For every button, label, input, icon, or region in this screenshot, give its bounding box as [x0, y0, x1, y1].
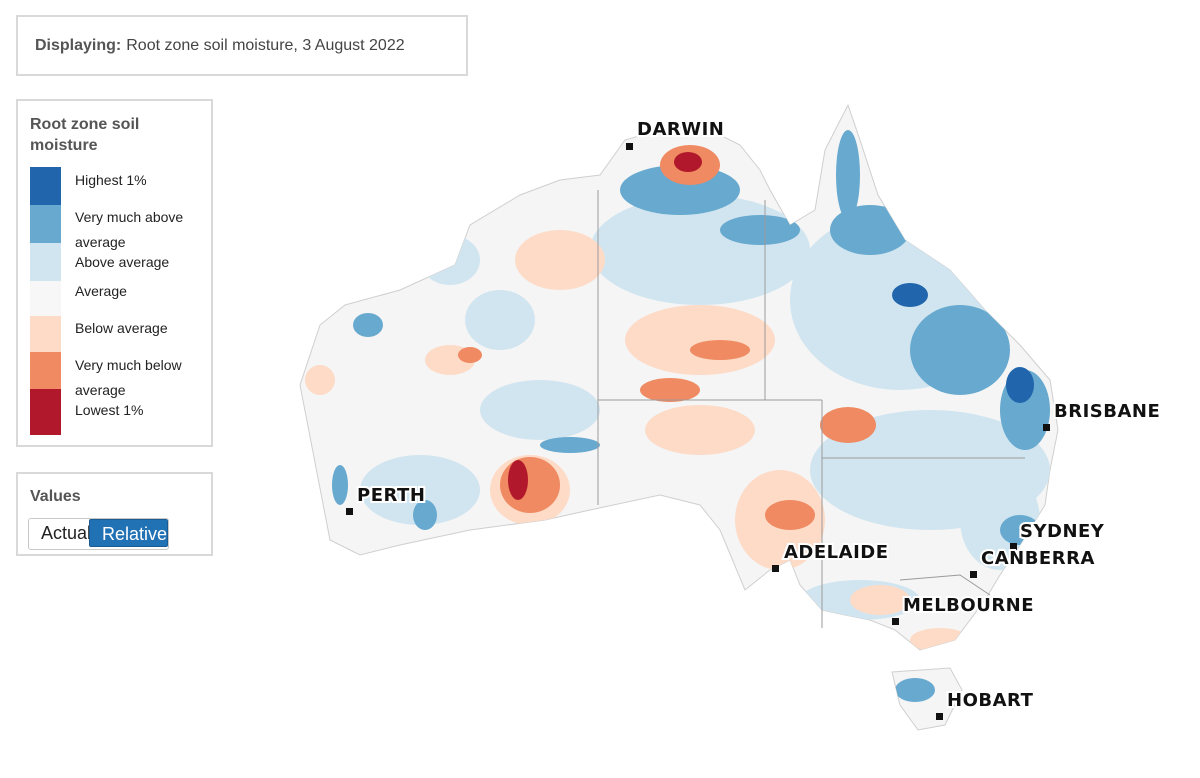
legend-title: Root zone soil moisture [30, 116, 140, 154]
city-marker-darwin [626, 143, 633, 150]
legend-swatch-below [30, 316, 61, 352]
legend-swatch-lowest [30, 389, 61, 435]
city-marker-hobart [936, 713, 943, 720]
values-title: Values [30, 488, 81, 505]
legend-swatch-very-much-above [30, 205, 61, 243]
state-borders [597, 190, 1025, 628]
legend-swatch-above [30, 243, 61, 281]
city-label-brisbane: BRISBANE [1054, 401, 1160, 422]
legend-swatch-average [30, 281, 61, 316]
city-label-melbourne: MELBOURNE [903, 595, 1034, 616]
city-label-perth: PERTH [357, 485, 425, 506]
city-label-canberra: CANBERRA [981, 548, 1095, 569]
legend-label-above: Above average [75, 254, 170, 270]
actual-button[interactable]: Actual [29, 519, 91, 547]
city-label-hobart: HOBART [947, 690, 1034, 711]
displaying-panel: Displaying: Root zone soil moisture, 3 A… [16, 15, 468, 76]
city-label-sydney: SYDNEY [1020, 521, 1105, 542]
city-marker-melbourne [892, 618, 899, 625]
values-panel: Values Actual Relative [16, 472, 213, 556]
legend-label-very-much-below: Very much below average [75, 357, 182, 398]
values-toggle: Actual Relative [28, 518, 169, 550]
city-marker-perth [346, 508, 353, 515]
city-label-darwin: DARWIN [637, 119, 724, 140]
city-marker-adelaide [772, 565, 779, 572]
city-markers [346, 143, 1050, 720]
relative-button[interactable]: Relative [89, 519, 168, 547]
legend-label-average: Average [75, 283, 127, 299]
city-marker-canberra [970, 571, 977, 578]
city-marker-brisbane [1043, 424, 1050, 431]
displaying-label: Displaying: [35, 36, 122, 54]
legend-label-very-much-above: Very much above average [75, 209, 184, 250]
city-labels: DARWIN BRISBANE PERTH SYDNEY CANBERRA AD… [355, 117, 1162, 713]
displaying-value: Root zone soil moisture, 3 August 2022 [126, 36, 405, 54]
legend-label-lowest: Lowest 1% [75, 402, 144, 418]
city-label-adelaide: ADELAIDE [784, 542, 889, 563]
legend-panel: Root zone soil moisture Highest 1% Very … [16, 99, 213, 447]
legend-label-below: Below average [75, 320, 168, 336]
legend-swatch-highest [30, 167, 61, 205]
city-marker-sydney [1010, 543, 1017, 550]
legend-label-highest: Highest 1% [75, 172, 147, 188]
legend-swatch-very-much-below [30, 352, 61, 389]
